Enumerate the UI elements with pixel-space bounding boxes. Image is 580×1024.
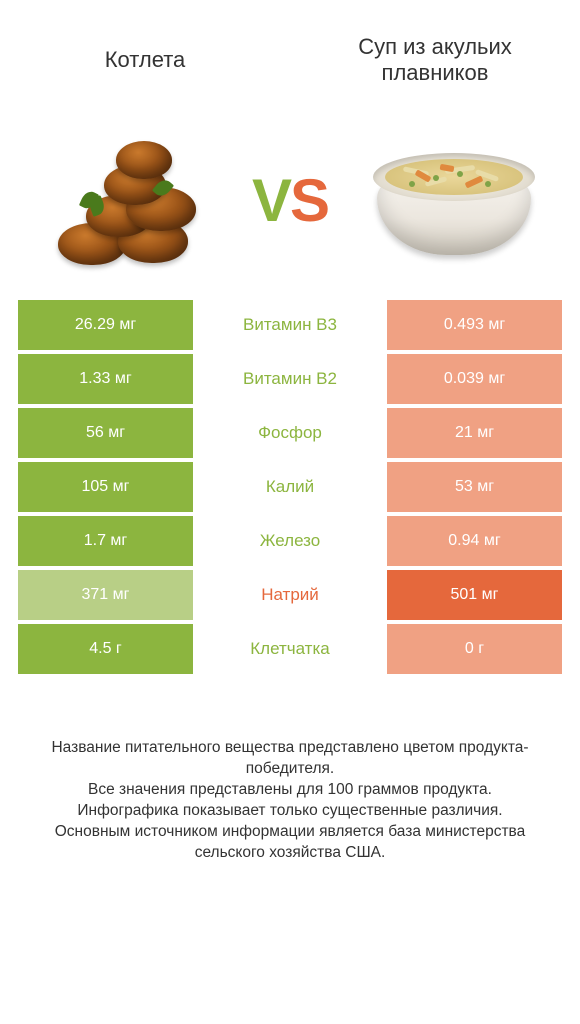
- footer-text: Название питательного вещества представл…: [0, 678, 580, 864]
- left-value: 1.33 мг: [18, 354, 193, 404]
- vs-s: S: [290, 167, 328, 234]
- nutrient-label: Калий: [193, 462, 387, 512]
- table-row: 4.5 гКлетчатка0 г: [18, 624, 562, 674]
- right-value: 21 мг: [387, 408, 562, 458]
- left-title: Котлета: [0, 47, 290, 73]
- comparison-table: 26.29 мгВитамин B30.493 мг1.33 мгВитамин…: [0, 300, 580, 674]
- vs-badge: VS: [252, 166, 328, 235]
- footer-line: Все значения представлены для 100 граммо…: [20, 780, 560, 801]
- footer-line: Основным источником информации является …: [20, 822, 560, 864]
- cutlet-icon: [56, 135, 206, 265]
- right-title: Суп из акульих плавников: [290, 34, 580, 87]
- images-row: VS: [0, 120, 580, 300]
- right-value: 0.039 мг: [387, 354, 562, 404]
- footer-line: Инфографика показывает только существенн…: [20, 801, 560, 822]
- right-value: 0 г: [387, 624, 562, 674]
- left-value: 371 мг: [18, 570, 193, 620]
- nutrient-label: Фосфор: [193, 408, 387, 458]
- right-value: 0.493 мг: [387, 300, 562, 350]
- header: Котлета Суп из акульих плавников: [0, 0, 580, 120]
- right-value: 53 мг: [387, 462, 562, 512]
- table-row: 105 мгКалий53 мг: [18, 462, 562, 512]
- left-value: 56 мг: [18, 408, 193, 458]
- vs-v: V: [252, 167, 290, 234]
- right-value: 0.94 мг: [387, 516, 562, 566]
- left-food-image: [51, 130, 211, 270]
- left-value: 105 мг: [18, 462, 193, 512]
- nutrient-label: Клетчатка: [193, 624, 387, 674]
- left-value: 4.5 г: [18, 624, 193, 674]
- table-row: 1.33 мгВитамин B20.039 мг: [18, 354, 562, 404]
- table-row: 371 мгНатрий501 мг: [18, 570, 562, 620]
- table-row: 56 мгФосфор21 мг: [18, 408, 562, 458]
- nutrient-label: Железо: [193, 516, 387, 566]
- footer-line: Название питательного вещества представл…: [20, 738, 560, 780]
- table-row: 26.29 мгВитамин B30.493 мг: [18, 300, 562, 350]
- nutrient-label: Витамин B2: [193, 354, 387, 404]
- left-value: 1.7 мг: [18, 516, 193, 566]
- right-food-image: [369, 130, 529, 270]
- table-row: 1.7 мгЖелезо0.94 мг: [18, 516, 562, 566]
- soup-icon: [369, 135, 529, 265]
- nutrient-label: Натрий: [193, 570, 387, 620]
- left-value: 26.29 мг: [18, 300, 193, 350]
- nutrient-label: Витамин B3: [193, 300, 387, 350]
- right-value: 501 мг: [387, 570, 562, 620]
